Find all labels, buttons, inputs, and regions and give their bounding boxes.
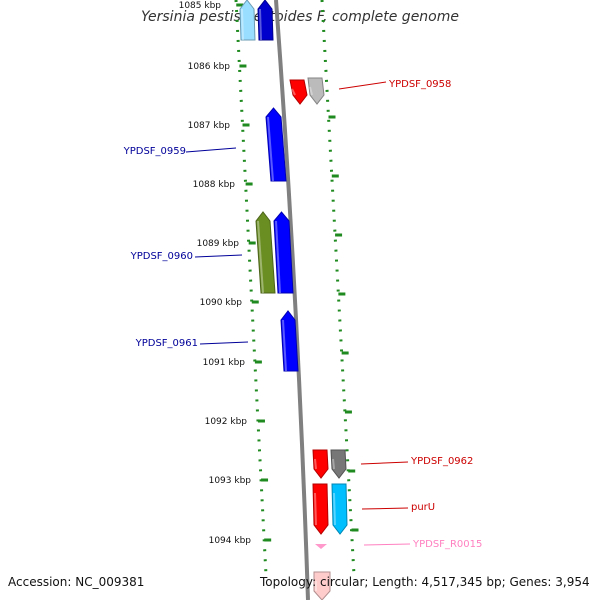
- gene-arrow-shine: [267, 116, 274, 182]
- gene-arrow-shine: [333, 492, 336, 526]
- gene-arrow-shine: [309, 86, 313, 96]
- ruler-label: 1091 kbp: [203, 358, 246, 368]
- gene-arrow-shine: [282, 319, 287, 372]
- gene-label: YPDSF_0958: [388, 79, 451, 90]
- gene-arrow: [289, 79, 308, 105]
- gene-arrow: [257, 0, 274, 41]
- gene-arrow-shine: [314, 492, 317, 526]
- map-title: Yersinia pestis Pestoides F, complete ge…: [141, 9, 459, 25]
- gene-leader-line: [199, 341, 249, 345]
- ruler-label: 1093 kbp: [209, 476, 252, 486]
- ruler-label: 1090 kbp: [200, 298, 243, 308]
- gene-label: YPDSF_0961: [135, 338, 198, 349]
- accession-text: Accession: NC_009381: [8, 575, 145, 589]
- gene-arrow: [330, 449, 347, 479]
- ruler-label: 1086 kbp: [188, 62, 231, 72]
- gene-arrow: [255, 211, 276, 294]
- gene-leader-line: [360, 461, 409, 465]
- ruler-label: 1085 kbp: [179, 1, 222, 11]
- gene-leader-line: [194, 254, 243, 258]
- gene-arrow-shine: [291, 88, 296, 96]
- gene-arrow: [273, 211, 294, 294]
- gene-arrow: [312, 483, 329, 535]
- gene-label: YPDSF_0962: [410, 456, 473, 467]
- gene-label: YPDSF_0960: [130, 251, 193, 262]
- gene-label: YPDSF_0959: [123, 146, 186, 157]
- gene-arrow: [331, 483, 348, 535]
- rna-marker: [315, 544, 327, 549]
- gene-arrow-shine: [259, 8, 262, 41]
- gene-arrow: [313, 571, 331, 600]
- gene-arrow: [307, 77, 325, 105]
- gene-leader-line: [338, 81, 387, 90]
- ruler-label: 1094 kbp: [209, 536, 252, 546]
- gene-arrow: [239, 0, 256, 41]
- gene-arrow-shine: [257, 220, 264, 294]
- gene-arrow: [265, 107, 287, 182]
- gene-label: purU: [411, 502, 435, 513]
- gene-arrow: [280, 310, 299, 372]
- ruler-label: 1087 kbp: [188, 121, 231, 131]
- gene-leader-line: [361, 507, 409, 510]
- gene-arrow-shine: [314, 458, 317, 470]
- gene-leader-line: [185, 147, 237, 153]
- gene-leader-line: [363, 543, 411, 546]
- gene-arrow-shine: [241, 8, 244, 41]
- backbone-line: [274, 0, 310, 600]
- ruler-label: 1089 kbp: [197, 239, 240, 249]
- ruler-label: 1088 kbp: [193, 180, 236, 190]
- gene-arrow-shine: [275, 220, 281, 294]
- gene-arrow: [312, 449, 329, 479]
- ruler-label: 1092 kbp: [205, 417, 248, 427]
- gene-label: YPDSF_R0015: [412, 539, 482, 550]
- gene-arrow-shine: [332, 458, 335, 470]
- summary-text: Topology: circular; Length: 4,517,345 bp…: [260, 575, 590, 589]
